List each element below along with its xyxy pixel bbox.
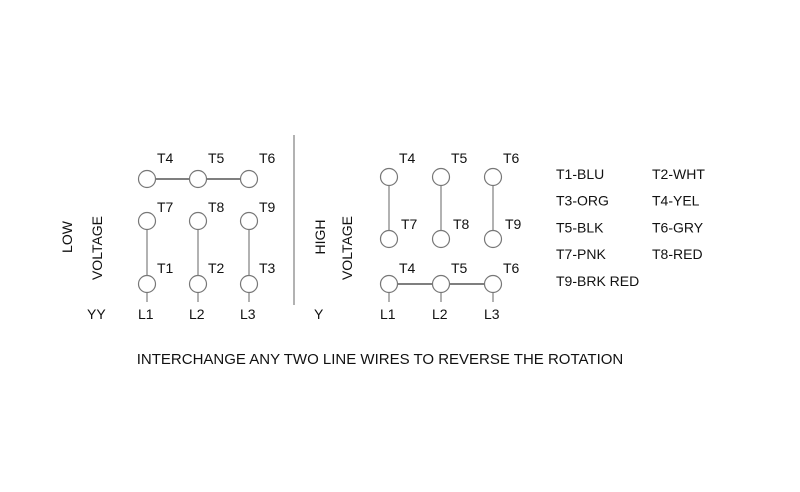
terminal-label: T4 (157, 150, 174, 166)
terminal (239, 274, 259, 294)
terminal (379, 229, 399, 249)
line-label: L1 (138, 306, 154, 322)
high-voltage-title: VOLTAGE (339, 216, 355, 280)
terminal-label: T6 (503, 260, 520, 276)
color-code: T2-WHT (652, 166, 705, 182)
legend: T1-BLU T2-WHT T3-ORG T4-YEL T5-BLK T6-GRY T7-P… (556, 166, 705, 289)
color-code: T9-BRK RED (556, 273, 639, 289)
low-voltage-title: VOLTAGE (89, 216, 105, 280)
terminal (379, 274, 399, 294)
terminal-label: T3 (259, 260, 276, 276)
terminal-label: T5 (451, 260, 468, 276)
color-code: T5-BLK (556, 219, 604, 235)
high-title: HIGH (312, 220, 328, 255)
line-label: L3 (484, 306, 500, 322)
line-label: L1 (380, 306, 396, 322)
low-title: LOW (59, 220, 75, 253)
color-code: T6-GRY (652, 219, 704, 235)
terminal-label: T8 (453, 216, 470, 232)
terminal (431, 274, 451, 294)
terminal-label: T9 (505, 216, 522, 232)
high-config: Y (314, 306, 324, 322)
rotation-note: INTERCHANGE ANY TWO LINE WIRES TO REVERS… (137, 351, 623, 368)
terminal (379, 167, 399, 187)
terminal (188, 211, 208, 231)
terminal-label: T6 (259, 150, 276, 166)
terminal-label: T9 (259, 199, 276, 215)
terminal-label: T7 (401, 216, 418, 232)
terminal (483, 167, 503, 187)
color-code: T7-PNK (556, 246, 606, 262)
terminal (431, 229, 451, 249)
terminal-label: T2 (208, 260, 225, 276)
terminal-label: T6 (503, 150, 520, 166)
terminal (137, 169, 157, 189)
terminal (239, 169, 259, 189)
terminal-label: T1 (157, 260, 174, 276)
terminal (431, 167, 451, 187)
color-code: T1-BLU (556, 166, 604, 182)
terminal-label: T4 (399, 150, 416, 166)
line-label: L2 (432, 306, 448, 322)
terminal-label: T4 (399, 260, 416, 276)
color-code: T3-ORG (556, 193, 609, 209)
terminal-label: T5 (451, 150, 468, 166)
high-voltage-diagram: HIGH VOLTAGE Y T4 T7 T4 L1 T5 T8 T5 L2 T6 T9 T6 L3 (312, 150, 522, 322)
terminal-label: T8 (208, 199, 225, 215)
line-label: L2 (189, 306, 205, 322)
low-config: YY (87, 306, 106, 322)
color-code: T4-YEL (652, 193, 700, 209)
terminal (188, 169, 208, 189)
terminal (483, 274, 503, 294)
low-voltage-diagram: LOW VOLTAGE YY T4 T7 T1 L1 T5 T8 T2 L2 T6 T9 T3 L3 (59, 150, 276, 322)
terminal-label: T7 (157, 199, 174, 215)
terminal (483, 229, 503, 249)
line-label: L3 (240, 306, 256, 322)
terminal (239, 211, 259, 231)
terminal (137, 274, 157, 294)
color-code: T8-RED (652, 246, 703, 262)
terminal (188, 274, 208, 294)
terminal (137, 211, 157, 231)
terminal-label: T5 (208, 150, 225, 166)
